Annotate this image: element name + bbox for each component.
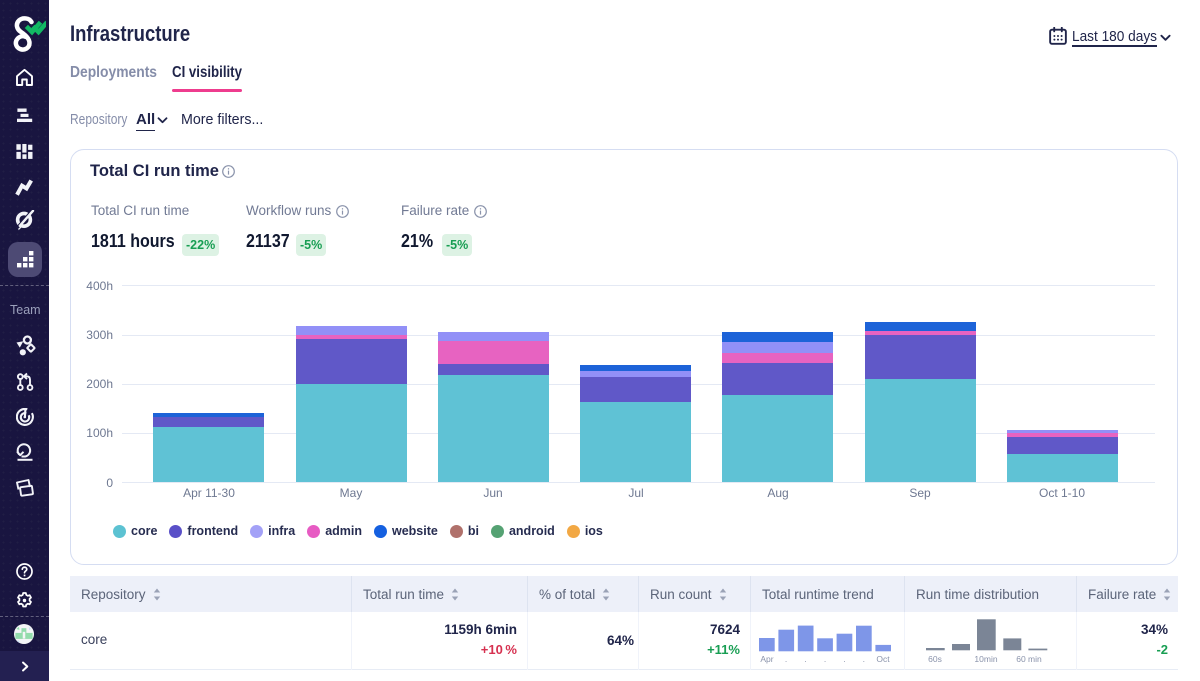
svg-text:Apr: Apr <box>760 654 773 664</box>
svg-text:.: . <box>863 654 865 664</box>
svg-text:.: . <box>824 654 826 664</box>
svg-text:.: . <box>785 654 787 664</box>
svg-text:.: . <box>804 654 806 664</box>
svg-text:10min: 10min <box>974 654 997 664</box>
svg-text:60 min: 60 min <box>1016 654 1042 664</box>
svg-text:.: . <box>843 654 845 664</box>
svg-text:60s: 60s <box>928 654 942 664</box>
svg-text:Oct: Oct <box>876 654 890 664</box>
